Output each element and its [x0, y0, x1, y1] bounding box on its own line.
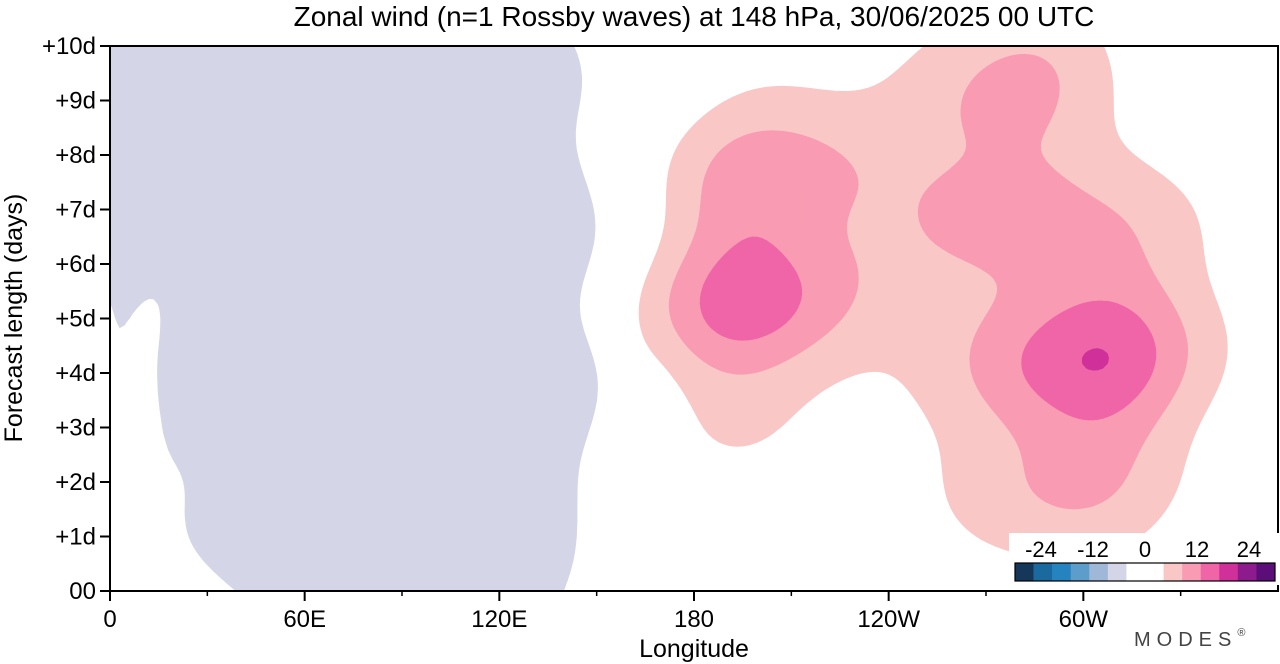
colorbar: -24 -12 0 12 24	[1009, 533, 1279, 585]
colorbar-swatch	[1107, 563, 1127, 581]
colorbar-swatch	[1145, 563, 1164, 581]
y-tick-label: +2d	[55, 469, 96, 496]
colorbar-swatch	[1033, 563, 1053, 581]
y-tick-label: 00	[69, 578, 96, 605]
y-tick-label: +4d	[55, 360, 96, 387]
y-tick-label: +6d	[55, 251, 96, 278]
y-tick-label: +1d	[55, 524, 96, 551]
colorbar-swatch	[1200, 563, 1220, 581]
y-tick-label: +5d	[55, 306, 96, 333]
y-tick-label: +8d	[55, 142, 96, 169]
colorbar-swatch	[1052, 563, 1072, 581]
colorbar-swatch	[1256, 563, 1276, 581]
contour-fill-level-12	[699, 236, 1157, 421]
colorbar-tick-label: 0	[1139, 537, 1151, 562]
x-tick-label: 120E	[471, 606, 527, 633]
x-tick-label: 0	[103, 606, 116, 633]
contour-layer	[110, 46, 1228, 591]
chart-title: Zonal wind (n=1 Rossby waves) at 148 hPa…	[294, 1, 1095, 32]
contour-fill-level-neg4	[110, 46, 598, 591]
contour-fill-level-16	[1081, 348, 1110, 371]
y-tick-label: +9d	[55, 88, 96, 115]
brand-label: MODES®	[1134, 627, 1251, 651]
plot-area	[110, 46, 1278, 591]
x-tick-label: 60E	[283, 606, 326, 633]
colorbar-frame	[1014, 562, 1276, 582]
colorbar-swatch	[1219, 563, 1239, 581]
colorbar-tick-label: -12	[1077, 537, 1109, 562]
colorbar-tick-label: 24	[1237, 537, 1261, 562]
colorbar-swatch	[1126, 563, 1146, 581]
colorbar-swatch	[1070, 563, 1090, 581]
x-axis-label: Longitude	[639, 635, 749, 663]
colorbar-swatch	[1163, 563, 1183, 581]
y-tick-label: +7d	[55, 197, 96, 224]
colorbar-swatch	[1237, 563, 1257, 581]
x-tick-label: 120W	[857, 606, 920, 633]
registered-mark-icon: ®	[1237, 627, 1251, 639]
axes: 0 60E 120E 180 120W 60W 00 +1d +2d +3d +4d +5d +6d +7…	[42, 33, 1279, 633]
colorbar-swatch	[1182, 563, 1202, 581]
x-tick-label: 60W	[1059, 606, 1109, 633]
y-tick-label: +10d	[42, 33, 96, 60]
y-tick-label: +3d	[55, 415, 96, 442]
colorbar-swatch	[1015, 563, 1034, 581]
x-tick-label: 180	[674, 606, 714, 633]
y-axis-label: Forecast length (days)	[0, 194, 28, 443]
colorbar-tick-label: 12	[1185, 537, 1209, 562]
colorbar-swatch	[1089, 563, 1109, 581]
colorbar-tick-label: -24	[1025, 537, 1057, 562]
